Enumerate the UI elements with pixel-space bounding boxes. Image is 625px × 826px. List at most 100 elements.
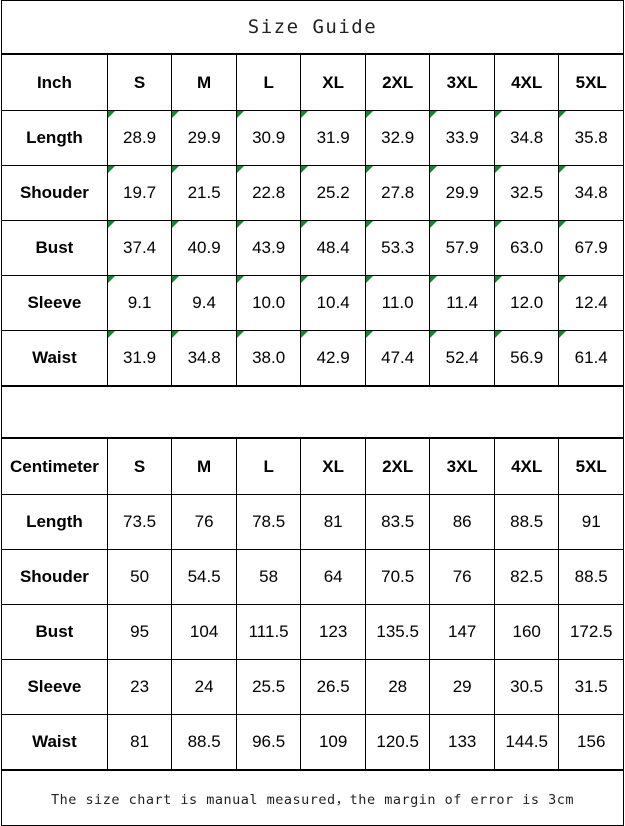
size-header-5xl: 5XL — [558, 438, 624, 495]
measurement-cell: 83.5 — [364, 494, 431, 550]
measurement-cell: 34.8 — [493, 110, 560, 166]
measurement-cell: 104 — [171, 604, 237, 660]
measurement-cell: 78.5 — [235, 494, 302, 550]
measurement-cell: 19.7 — [106, 165, 173, 221]
measurement-cell: 58 — [235, 549, 302, 605]
measurement-cell: 23 — [106, 659, 173, 715]
size-header-4xl: 4XL — [493, 438, 560, 495]
measurement-cell: 12.4 — [558, 275, 624, 331]
measurements-table-inch: Inch S M L XL 2XL 3XL 4XL 5XL Length 28.9 29.9 30.9 3… — [1, 54, 624, 386]
measurement-cell: 76 — [429, 549, 495, 605]
measurement-cell: 9.1 — [106, 275, 173, 331]
measurement-cell: 120.5 — [364, 714, 431, 770]
measurement-cell: 28 — [364, 659, 431, 715]
unit-header-centimeter: Centimeter — [1, 438, 108, 495]
measurement-cell: 109 — [300, 714, 366, 770]
measurement-cell: 27.8 — [364, 165, 431, 221]
size-header-m: M — [171, 438, 237, 495]
measurement-cell: 61.4 — [558, 330, 624, 386]
row-label-waist: Waist — [1, 330, 108, 386]
unit-header-inch: Inch — [1, 54, 108, 111]
measurement-cell: 28.9 — [106, 110, 173, 166]
measurement-cell: 52.4 — [429, 330, 495, 386]
measurement-cell: 172.5 — [558, 604, 624, 660]
measurement-cell: 29.9 — [429, 165, 495, 221]
row-label-waist: Waist — [1, 714, 108, 770]
measurement-cell: 34.8 — [171, 330, 237, 386]
row-label-length: Length — [1, 110, 108, 166]
measurement-cell: 29.9 — [171, 110, 237, 166]
size-header-4xl: 4XL — [493, 54, 560, 111]
row-label-sleeve: Sleeve — [1, 659, 108, 715]
measurement-cell: 25.2 — [300, 165, 366, 221]
measurement-cell: 76 — [171, 494, 237, 550]
table-row: Bust 37.4 40.9 43.9 48.4 53.3 57.9 63.0 67.9 — [1, 220, 624, 276]
measurement-cell: 88.5 — [171, 714, 237, 770]
measurement-cell: 24 — [171, 659, 237, 715]
measurement-cell: 160 — [493, 604, 560, 660]
measurement-cell: 123 — [300, 604, 366, 660]
size-header-3xl: 3XL — [429, 438, 495, 495]
measurement-cell: 156 — [558, 714, 624, 770]
measurement-cell: 91 — [558, 494, 624, 550]
measurement-cell: 12.0 — [493, 275, 560, 331]
measurement-cell: 34.8 — [558, 165, 624, 221]
page-title: Size Guide — [1, 0, 624, 54]
footer-table: The size chart is manual measured，the ma… — [1, 770, 624, 826]
measurement-disclaimer: The size chart is manual measured，the ma… — [1, 770, 624, 826]
size-header-2xl: 2XL — [364, 438, 431, 495]
measurement-cell: 30.9 — [235, 110, 302, 166]
size-header-5xl: 5XL — [558, 54, 624, 111]
measurement-cell: 47.4 — [364, 330, 431, 386]
title-row: Size Guide — [1, 0, 624, 54]
measurement-cell: 32.9 — [364, 110, 431, 166]
measurement-cell: 38.0 — [235, 330, 302, 386]
size-header-xl: XL — [300, 438, 366, 495]
measurement-cell: 53.3 — [364, 220, 431, 276]
measurement-cell: 88.5 — [558, 549, 624, 605]
measurement-cell: 11.0 — [364, 275, 431, 331]
measurement-cell: 9.4 — [171, 275, 237, 331]
table-row: Waist 31.9 34.8 38.0 42.9 47.4 52.4 56.9 61.4 — [1, 330, 624, 386]
measurement-cell: 67.9 — [558, 220, 624, 276]
measurement-cell: 21.5 — [171, 165, 237, 221]
measurement-cell: 35.8 — [558, 110, 624, 166]
measurement-cell: 31.5 — [558, 659, 624, 715]
size-header-l: L — [235, 54, 302, 111]
measurement-cell: 95 — [106, 604, 173, 660]
measurement-cell: 30.5 — [493, 659, 560, 715]
measurement-cell: 22.8 — [235, 165, 302, 221]
measurement-cell: 31.9 — [300, 110, 366, 166]
measurement-cell: 11.4 — [429, 275, 495, 331]
tables-host: Inch S M L XL 2XL 3XL 4XL 5XL Length 28.9 29.9 30.9 3… — [0, 54, 625, 826]
size-header-s: S — [106, 54, 173, 111]
table-row: Length 28.9 29.9 30.9 31.9 32.9 33.9 34.8 35.8 — [1, 110, 624, 166]
measurement-cell: 25.5 — [235, 659, 302, 715]
size-header-2xl: 2XL — [364, 54, 431, 111]
measurement-cell: 56.9 — [493, 330, 560, 386]
footer-row: The size chart is manual measured，the ma… — [1, 770, 624, 826]
table-row: Waist 81 88.5 96.5 109 120.5 133 144.5 156 — [1, 714, 624, 770]
measurement-cell: 70.5 — [364, 549, 431, 605]
table-row: Shouder 50 54.5 58 64 70.5 76 82.5 88.5 — [1, 549, 624, 605]
table-row: Sleeve 23 24 25.5 26.5 28 29 30.5 31.5 — [1, 659, 624, 715]
table-row: Length 73.5 76 78.5 81 83.5 86 88.5 91 — [1, 494, 624, 550]
measurement-cell: 54.5 — [171, 549, 237, 605]
table-header-row: Centimeter S M L XL 2XL 3XL 4XL 5XL — [1, 438, 624, 495]
size-guide-body: Size Guide — [1, 0, 624, 54]
measurement-cell: 96.5 — [235, 714, 302, 770]
measurement-cell: 32.5 — [493, 165, 560, 221]
measurement-cell: 10.0 — [235, 275, 302, 331]
size-header-xl: XL — [300, 54, 366, 111]
row-label-length: Length — [1, 494, 108, 550]
measurement-cell: 111.5 — [235, 604, 302, 660]
spacer-cell — [1, 386, 624, 438]
table-header-row: Inch S M L XL 2XL 3XL 4XL 5XL — [1, 54, 624, 111]
measurement-cell: 73.5 — [106, 494, 173, 550]
measurement-cell: 48.4 — [300, 220, 366, 276]
measurement-cell: 40.9 — [171, 220, 237, 276]
measurement-cell: 29 — [429, 659, 495, 715]
row-label-bust: Bust — [1, 604, 108, 660]
measurement-cell: 135.5 — [364, 604, 431, 660]
measurement-cell: 81 — [300, 494, 366, 550]
